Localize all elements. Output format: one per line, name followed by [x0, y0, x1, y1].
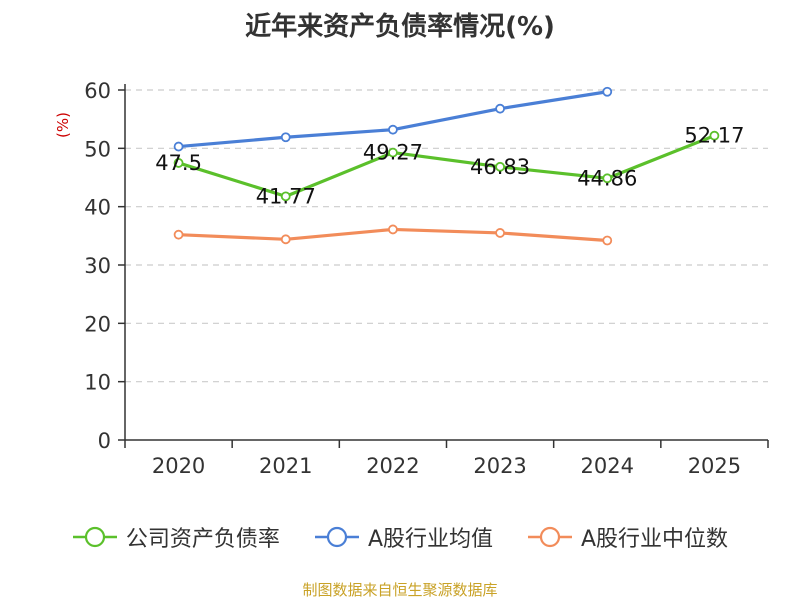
data-point-2[interactable]: [280, 234, 291, 245]
x-tick-label: 2023: [473, 454, 526, 478]
legend-item[interactable]: A股行业中位数: [527, 521, 728, 553]
data-point-0[interactable]: [495, 161, 505, 172]
y-axis-label: (%): [54, 112, 72, 138]
legend: 公司资产负债率 A股行业均值 A股行业中位数: [0, 519, 800, 555]
legend-item[interactable]: 公司资产负债率: [72, 521, 280, 553]
data-label: 41.77: [256, 184, 316, 208]
y-tick-label: 40: [84, 196, 111, 220]
x-tick-label: 2022: [366, 454, 419, 478]
y-tick-label: 50: [84, 137, 111, 161]
data-point-0[interactable]: [602, 173, 613, 184]
data-point-2[interactable]: [173, 229, 184, 240]
data-point-1[interactable]: [495, 103, 505, 114]
data-point-1[interactable]: [173, 141, 184, 152]
x-tick-label: 2024: [581, 454, 634, 478]
y-tick-label: 0: [98, 429, 111, 453]
data-point-2[interactable]: [602, 235, 613, 246]
x-tick-label: 2025: [688, 454, 741, 478]
data-point-0[interactable]: [173, 158, 184, 168]
source-note: 制图数据来自恒生聚源数据库: [302, 581, 498, 599]
data-label: 46.83: [470, 155, 530, 179]
data-label: 49.27: [363, 141, 423, 165]
series-line-0: [176, 134, 717, 198]
data-point-1[interactable]: [602, 86, 613, 97]
legend-label: 公司资产负债率: [125, 527, 280, 552]
chart-title: 近年来资产负债率情况(%): [245, 12, 555, 42]
data-point-1[interactable]: [388, 124, 398, 135]
legend-marker-icon: [314, 526, 359, 548]
data-point-0[interactable]: [709, 130, 720, 141]
x-tick-label: 2020: [152, 454, 205, 478]
legend-item[interactable]: A股行业均值: [314, 521, 493, 553]
y-tick-label: 10: [84, 371, 111, 395]
legend-label: A股行业中位数: [581, 527, 729, 552]
data-label: 52.17: [684, 124, 744, 148]
data-point-2[interactable]: [388, 224, 398, 235]
y-tick-label: 30: [84, 254, 111, 278]
legend-marker-icon: [528, 526, 572, 548]
series-line-1: [176, 90, 609, 149]
data-point-1[interactable]: [280, 132, 291, 143]
x-tick-label: 2021: [259, 454, 312, 478]
y-tick-label: 20: [84, 312, 111, 336]
legend-label: A股行业均值: [367, 527, 493, 552]
legend-marker-icon: [72, 526, 117, 548]
data-point-0[interactable]: [280, 191, 291, 202]
data-point-2[interactable]: [495, 228, 505, 238]
data-point-0[interactable]: [388, 147, 398, 158]
y-tick-label: 60: [84, 79, 111, 103]
data-label: 44.86: [577, 166, 637, 190]
data-label: 47.5: [155, 151, 202, 175]
